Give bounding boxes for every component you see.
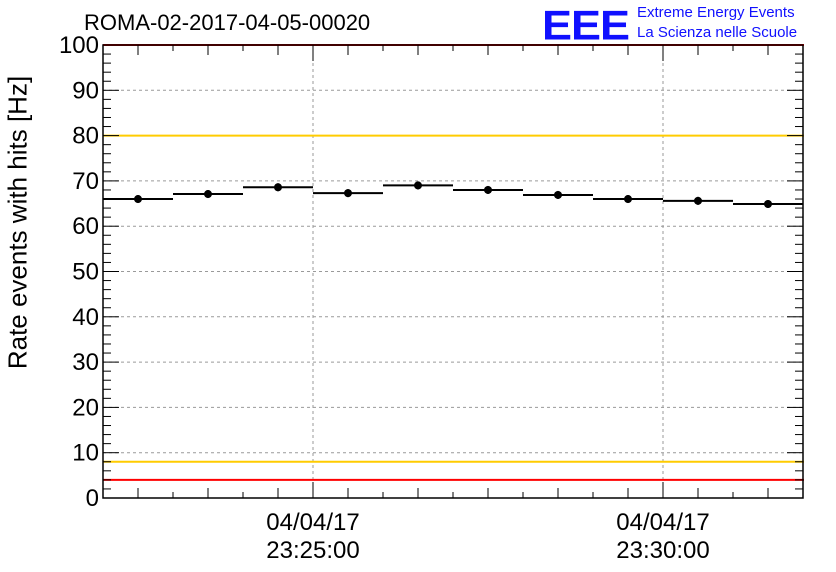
data-point: [344, 189, 352, 198]
y-tick-label: 20: [72, 394, 99, 421]
data-point: [764, 200, 772, 209]
x-tick-label-date: 04/04/17: [266, 509, 359, 536]
y-tick-label: 90: [72, 77, 99, 104]
data-point: [414, 181, 422, 190]
data-point: [204, 190, 212, 199]
grid-lines: [103, 45, 803, 498]
y-tick-label: 80: [72, 123, 99, 150]
eee-logo: EEE: [542, 2, 630, 49]
data-point: [134, 195, 142, 204]
x-tick-label-time: 23:25:00: [266, 537, 359, 564]
y-tick-label: 40: [72, 304, 99, 331]
logo-subtitle-2: La Scienza nelle Scuole: [637, 24, 798, 41]
data-point: [694, 196, 702, 205]
data-series: [103, 181, 803, 209]
data-point: [624, 195, 632, 204]
x-tick-label-date: 04/04/17: [616, 509, 709, 536]
y-tick-label: 60: [72, 213, 99, 240]
y-tick-label: 100: [59, 32, 99, 59]
y-tick-label: 50: [72, 259, 99, 286]
chart-title: ROMA-02-2017-04-05-00020: [84, 10, 371, 35]
y-tick-label: 70: [72, 168, 99, 195]
y-tick-label: 10: [72, 440, 99, 467]
x-tick-label-time: 23:30:00: [616, 537, 709, 564]
logo-subtitle-1: Extreme Energy Events: [637, 4, 795, 21]
y-tick-label: 30: [72, 349, 99, 376]
y-tick-label: 0: [86, 485, 99, 512]
data-point: [554, 190, 562, 199]
ticks: 010203040506070809010004/04/1723:25:0004…: [59, 32, 803, 564]
data-point: [274, 183, 282, 192]
data-point: [484, 185, 492, 194]
reference-lines: [103, 44, 804, 481]
